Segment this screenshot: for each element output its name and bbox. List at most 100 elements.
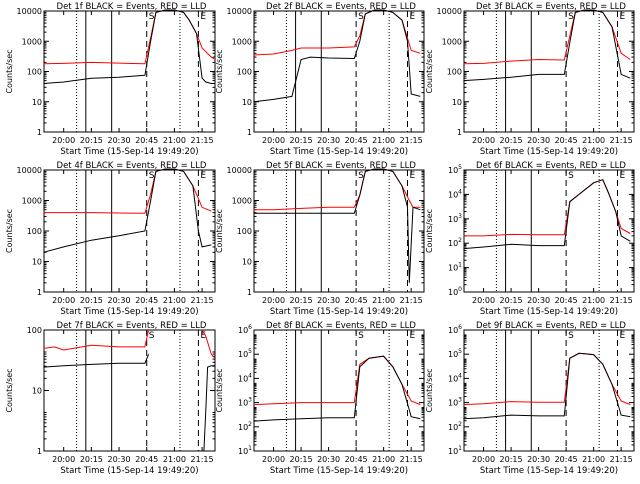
x-axis-label: Start Time (15-Sep-14 19:49:20) <box>270 307 408 317</box>
series-line-events <box>203 365 215 452</box>
x-tick-label: 21:00 <box>163 136 186 145</box>
x-tick-label: 20:00 <box>262 455 285 464</box>
panel-title: Det 2f BLACK = Events, RED = LLD <box>266 2 416 12</box>
x-tick-label: 20:45 <box>345 455 368 464</box>
y-tick-label: 102 <box>448 237 462 248</box>
x-tick-label: 20:00 <box>52 455 75 464</box>
x-axis-label: Start Time (15-Sep-14 19:49:20) <box>270 147 408 157</box>
series-line-events <box>463 179 631 250</box>
axes-frame <box>463 169 635 293</box>
axes-frame <box>463 10 635 133</box>
x-tick-label: 21:15 <box>400 136 423 145</box>
panel-title: Det 4f BLACK = Events, RED = LLD <box>57 161 207 171</box>
series-line-lld <box>463 352 631 406</box>
x-tick-label: 21:15 <box>610 455 633 464</box>
marker-label: E <box>619 171 625 181</box>
x-tick-label: 20:15 <box>500 455 523 464</box>
y-axis-label: Counts/sec <box>5 49 14 93</box>
y-tick-label: 10 <box>32 98 42 107</box>
x-tick-label: 20:30 <box>108 455 131 464</box>
y-tick-label: 10000 <box>227 166 252 175</box>
x-tick-label: 21:00 <box>163 455 186 464</box>
y-tick-label: 106 <box>448 324 462 335</box>
x-axis-label: Start Time (15-Sep-14 19:49:20) <box>480 466 618 476</box>
x-tick-label: 21:15 <box>610 136 633 145</box>
axes-frame <box>43 10 216 133</box>
y-tick-label: 1 <box>37 447 42 456</box>
x-tick-label: 21:15 <box>400 296 423 305</box>
y-tick-label: 104 <box>448 188 462 199</box>
x-tick-label: 20:45 <box>345 136 368 145</box>
x-tick-label: 20:15 <box>500 296 523 305</box>
y-tick-label: 104 <box>448 372 462 383</box>
x-tick-label: 20:30 <box>108 296 131 305</box>
marker-label: E <box>409 331 415 341</box>
x-tick-label: 20:30 <box>317 136 340 145</box>
marker-label: E <box>409 171 415 181</box>
x-tick-label: 20:00 <box>472 296 495 305</box>
x-tick-label: 20:15 <box>500 136 523 145</box>
y-tick-label: 100 <box>447 68 462 77</box>
y-tick-label: 100 <box>448 286 462 297</box>
x-tick-label: 21:00 <box>582 296 605 305</box>
x-axis-label: Start Time (15-Sep-14 19:49:20) <box>480 147 618 157</box>
x-tick-label: 20:15 <box>290 455 313 464</box>
marker-label: S <box>568 12 574 22</box>
x-tick-label: 21:00 <box>582 455 605 464</box>
x-tick-label: 21:00 <box>372 136 395 145</box>
y-tick-label: 100 <box>237 68 252 77</box>
y-tick-label: 1000 <box>22 37 42 46</box>
x-tick-label: 21:00 <box>372 455 395 464</box>
series-line-lld <box>43 329 150 351</box>
marker-label: S <box>358 171 364 181</box>
x-tick-label: 20:15 <box>290 136 313 145</box>
x-tick-label: 20:30 <box>527 296 550 305</box>
y-tick-label: 1000 <box>442 37 462 46</box>
panel-title: Det 1f BLACK = Events, RED = LLD <box>57 2 207 12</box>
series-line-events <box>463 9 631 82</box>
y-tick-label: 101 <box>448 445 462 456</box>
y-tick-label: 103 <box>238 397 252 408</box>
series-line-lld <box>43 9 216 65</box>
marker-label: E <box>619 331 625 341</box>
y-tick-label: 10000 <box>227 7 252 16</box>
y-tick-label: 1 <box>37 128 42 137</box>
x-tick-label: 20:30 <box>317 455 340 464</box>
x-tick-label: 21:15 <box>610 296 633 305</box>
y-tick-label: 10 <box>452 98 462 107</box>
panel-title: Det 9f BLACK = Events, RED = LLD <box>476 321 626 331</box>
y-tick-label: 1000 <box>22 197 42 206</box>
x-tick-label: 20:15 <box>80 136 103 145</box>
y-tick-label: 10000 <box>437 7 462 16</box>
y-tick-label: 1 <box>457 128 462 137</box>
y-tick-label: 100 <box>27 326 42 335</box>
marker-label: E <box>200 12 206 22</box>
series-line-lld <box>253 9 421 56</box>
y-tick-label: 10 <box>242 98 252 107</box>
axes-frame <box>463 329 635 452</box>
series-line-lld <box>463 9 631 65</box>
y-tick-label: 101 <box>238 445 252 456</box>
x-tick-label: 20:30 <box>527 136 550 145</box>
axes-frame <box>43 329 216 452</box>
marker-label: S <box>358 331 364 341</box>
series-line-events <box>43 9 215 84</box>
series-line-events <box>463 352 631 420</box>
series-line-events <box>43 168 212 253</box>
marker-label: S <box>149 331 155 341</box>
x-axis-label: Start Time (15-Sep-14 19:49:20) <box>60 307 198 317</box>
x-tick-label: 21:00 <box>372 296 395 305</box>
x-axis-label: Start Time (15-Sep-14 19:49:20) <box>270 466 408 476</box>
x-tick-label: 21:15 <box>191 455 214 464</box>
y-tick-label: 1 <box>247 128 252 137</box>
axes-frame <box>253 10 425 133</box>
panel-title: Det 8f BLACK = Events, RED = LLD <box>266 321 416 331</box>
marker-label: S <box>358 12 364 22</box>
series-line-lld <box>201 329 216 359</box>
x-tick-label: 20:00 <box>472 136 495 145</box>
